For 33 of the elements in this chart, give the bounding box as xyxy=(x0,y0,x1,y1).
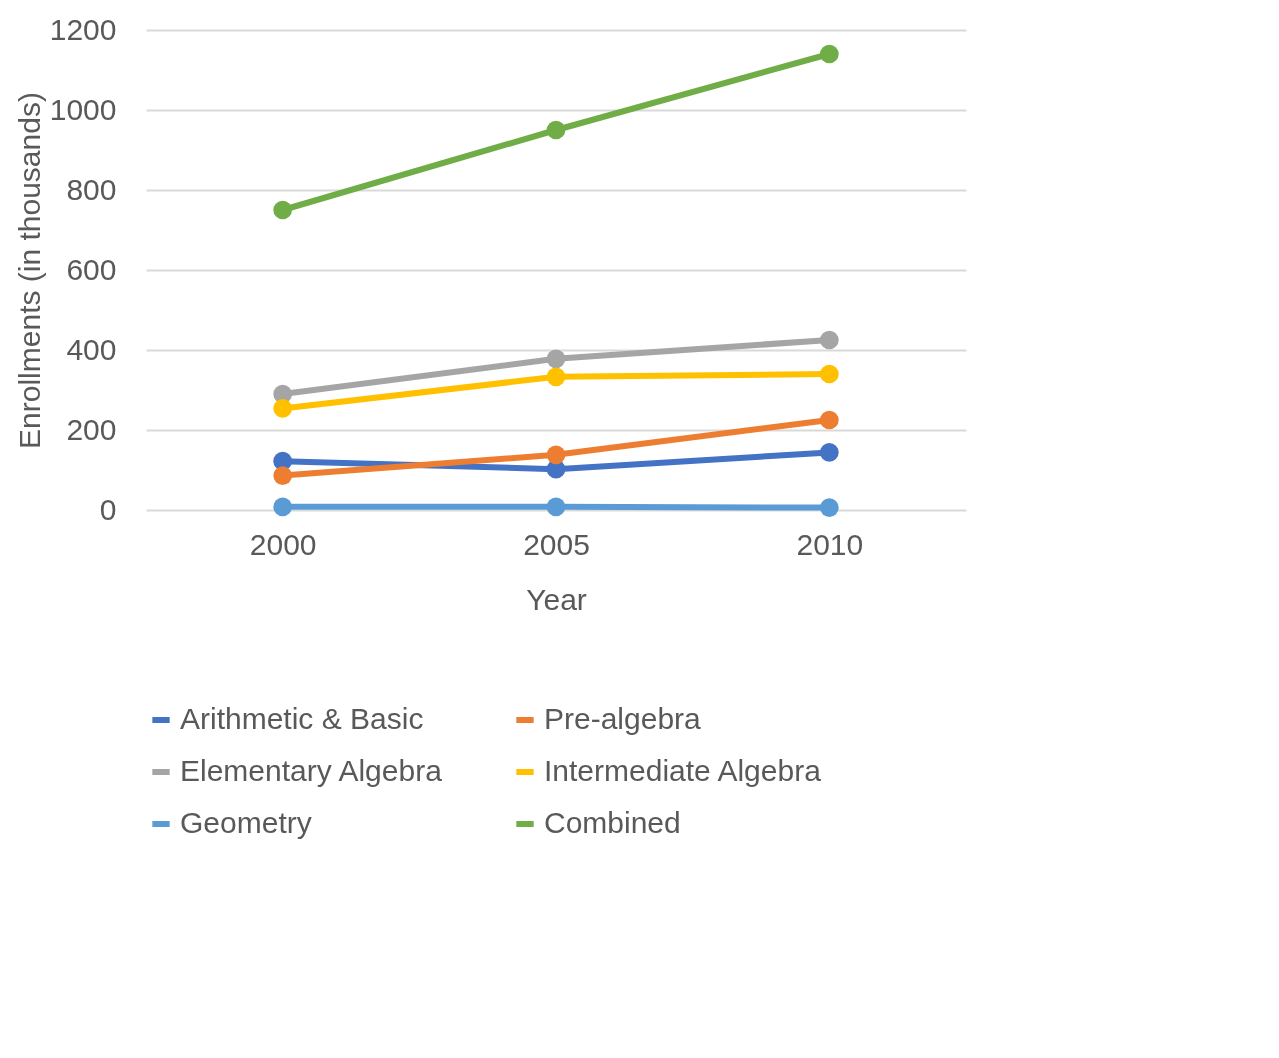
x-axis-title: Year xyxy=(526,582,587,616)
legend-label: Pre-algebra xyxy=(544,702,702,735)
y-tick-label: 800 xyxy=(66,172,117,206)
y-tick-label: 600 xyxy=(66,252,117,286)
point xyxy=(273,399,293,418)
legend-label: Geometry xyxy=(180,806,312,839)
legend-label: Elementary Algebra xyxy=(180,754,443,787)
point xyxy=(546,497,566,517)
y-tick-label: 0 xyxy=(99,492,117,526)
x-tick-label: 2005 xyxy=(523,527,590,561)
point xyxy=(546,120,566,140)
legend-label: Combined xyxy=(544,806,681,839)
y-tick-label: 1200 xyxy=(49,12,117,46)
point xyxy=(546,367,566,387)
point xyxy=(273,200,293,220)
point xyxy=(273,497,293,517)
point xyxy=(546,349,566,369)
point xyxy=(819,498,839,517)
point xyxy=(819,330,839,350)
x-tick-label: 2010 xyxy=(796,527,864,561)
point xyxy=(546,445,566,465)
legend-label: Arithmetic & Basic xyxy=(180,702,424,735)
x-tick-label: 2000 xyxy=(249,527,317,561)
point xyxy=(819,410,839,430)
point xyxy=(273,466,293,485)
y-tick-label: 1000 xyxy=(49,92,117,126)
y-tick-label: 200 xyxy=(66,412,117,446)
point xyxy=(819,443,839,462)
point xyxy=(819,44,839,64)
y-axis-title: Enrollments (in thousands) xyxy=(12,92,46,449)
legend-label: Intermediate Algebra xyxy=(544,754,822,787)
y-tick-label: 400 xyxy=(66,332,117,366)
point xyxy=(819,364,839,384)
